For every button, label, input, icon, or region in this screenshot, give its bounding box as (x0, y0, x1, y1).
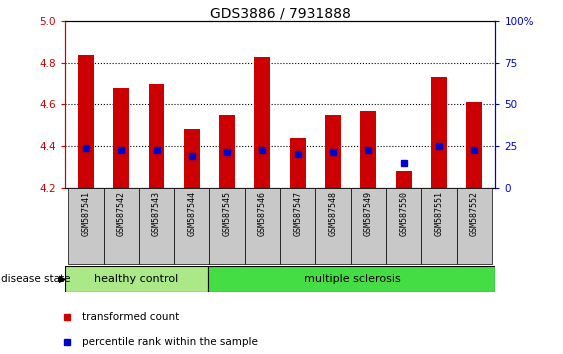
Text: disease state: disease state (1, 274, 70, 284)
Text: GSM587547: GSM587547 (293, 192, 302, 236)
Bar (139, 188, 174, 264)
Text: transformed count: transformed count (82, 312, 180, 322)
Bar (421, 188, 457, 264)
Bar (209, 188, 245, 264)
Text: GSM587552: GSM587552 (470, 192, 479, 236)
Bar (245, 188, 280, 264)
Title: GDS3886 / 7931888: GDS3886 / 7931888 (209, 6, 351, 20)
Bar (78, 55, 94, 188)
Text: healthy control: healthy control (95, 274, 178, 284)
Bar (466, 102, 482, 188)
Bar (431, 78, 447, 188)
Text: ▶: ▶ (59, 274, 66, 284)
Bar (457, 188, 492, 264)
Text: GSM587544: GSM587544 (187, 192, 196, 236)
Text: GSM587549: GSM587549 (364, 192, 373, 236)
Text: GSM587542: GSM587542 (117, 192, 126, 236)
Bar (254, 57, 270, 188)
Bar (65, 266, 208, 292)
Text: GSM587551: GSM587551 (435, 192, 444, 236)
Bar (219, 115, 235, 188)
Bar (104, 188, 139, 264)
Bar (149, 84, 164, 188)
Text: GSM587545: GSM587545 (222, 192, 231, 236)
Bar (174, 188, 209, 264)
Text: GSM587550: GSM587550 (399, 192, 408, 236)
Bar (360, 111, 376, 188)
Text: GSM587541: GSM587541 (82, 192, 91, 236)
Text: GSM587543: GSM587543 (152, 192, 161, 236)
Bar (325, 115, 341, 188)
Text: GSM587548: GSM587548 (329, 192, 338, 236)
Bar (68, 188, 104, 264)
Bar (290, 138, 306, 188)
Bar (386, 188, 421, 264)
Bar (184, 129, 200, 188)
Bar (208, 266, 495, 292)
Bar (315, 188, 351, 264)
Bar (280, 188, 315, 264)
Bar (396, 171, 412, 188)
Text: multiple sclerosis: multiple sclerosis (303, 274, 400, 284)
Bar (351, 188, 386, 264)
Text: percentile rank within the sample: percentile rank within the sample (82, 337, 258, 347)
Text: GSM587546: GSM587546 (258, 192, 267, 236)
Bar (113, 88, 129, 188)
